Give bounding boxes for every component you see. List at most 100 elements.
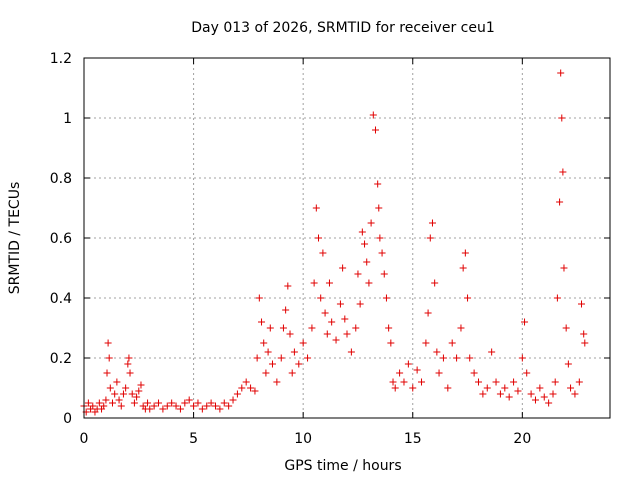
data-point: [564, 360, 572, 368]
data-point: [382, 294, 390, 302]
data-point: [418, 378, 426, 386]
data-point: [194, 399, 202, 407]
data-point: [488, 348, 496, 356]
data-point: [376, 234, 384, 242]
y-tick-labels: 0 0.2 0.4 0.6 0.8 1 1.2: [50, 51, 72, 427]
data-point: [343, 330, 351, 338]
data-point: [518, 354, 526, 362]
data-point: [242, 378, 250, 386]
data-point: [317, 294, 325, 302]
x-tick-label: 0: [80, 431, 89, 447]
data-point: [144, 399, 152, 407]
data-point: [510, 378, 518, 386]
data-point: [483, 384, 491, 392]
data-point: [279, 324, 287, 332]
data-point: [551, 378, 559, 386]
data-point: [325, 279, 333, 287]
data-point: [216, 405, 224, 413]
data-point: [102, 396, 110, 404]
data-point: [159, 405, 167, 413]
data-point: [163, 402, 171, 410]
data-point: [365, 279, 373, 287]
data-point: [400, 378, 408, 386]
data-point: [284, 282, 292, 290]
y-tick-label: 0: [63, 411, 72, 427]
x-tick-label: 15: [404, 431, 422, 447]
data-point: [391, 384, 399, 392]
data-point: [89, 402, 97, 410]
data-point: [562, 324, 570, 332]
y-tick-label: 1: [63, 111, 72, 127]
data-point: [336, 300, 344, 308]
data-point: [439, 354, 447, 362]
data-point: [389, 378, 397, 386]
data-point: [531, 396, 539, 404]
data-point: [549, 390, 557, 398]
data-point: [111, 390, 119, 398]
data-point: [288, 369, 296, 377]
data-point: [251, 387, 259, 395]
x-tick-label: 20: [513, 431, 531, 447]
data-point: [150, 402, 158, 410]
data-point: [492, 378, 500, 386]
data-point: [581, 339, 589, 347]
data-point: [374, 180, 382, 188]
data-point: [514, 387, 522, 395]
data-point: [558, 114, 566, 122]
data-point: [387, 339, 395, 347]
data-point: [203, 402, 211, 410]
data-point: [361, 240, 369, 248]
data-point: [404, 360, 412, 368]
data-point: [356, 300, 364, 308]
data-point: [319, 249, 327, 257]
data-point: [277, 354, 285, 362]
data-point: [453, 354, 461, 362]
data-point: [125, 354, 133, 362]
axis-ticks: [83, 57, 610, 419]
data-point: [268, 360, 276, 368]
data-point: [299, 339, 307, 347]
data-point: [380, 270, 388, 278]
x-tick-label: 10: [294, 431, 312, 447]
y-tick-label: 0.8: [50, 171, 72, 187]
data-point: [106, 384, 114, 392]
data-point: [133, 393, 141, 401]
data-point: [332, 336, 340, 344]
data-point: [339, 264, 347, 272]
data-point: [358, 228, 366, 236]
data-point: [466, 354, 474, 362]
data-point: [496, 390, 504, 398]
data-point: [363, 258, 371, 266]
data-point: [501, 384, 509, 392]
data-point: [100, 402, 108, 410]
data-point: [575, 378, 583, 386]
data-point: [422, 339, 430, 347]
data-point: [146, 405, 154, 413]
data-point: [312, 204, 320, 212]
data-point: [433, 348, 441, 356]
y-tick-label: 0.2: [50, 351, 72, 367]
data-point: [560, 264, 568, 272]
chart-title: Day 013 of 2026, SRMTID for receiver ceu…: [191, 20, 495, 36]
data-point: [286, 330, 294, 338]
data-point: [464, 294, 472, 302]
y-tick-label: 0.6: [50, 231, 72, 247]
data-point: [559, 168, 567, 176]
data-point: [119, 390, 127, 398]
data-point: [448, 339, 456, 347]
data-point: [225, 402, 233, 410]
data-point: [172, 402, 180, 410]
grid-lines: [84, 58, 610, 418]
data-point: [185, 396, 193, 404]
data-point: [378, 249, 386, 257]
data-point: [103, 369, 111, 377]
data-point: [264, 348, 272, 356]
data-point: [470, 369, 478, 377]
data-point: [229, 396, 237, 404]
data-point: [117, 402, 125, 410]
data-point: [258, 318, 266, 326]
data-point: [315, 234, 323, 242]
x-tick-labels: 0 5 10 15 20: [80, 431, 532, 447]
data-point: [273, 378, 281, 386]
data-point: [168, 399, 176, 407]
